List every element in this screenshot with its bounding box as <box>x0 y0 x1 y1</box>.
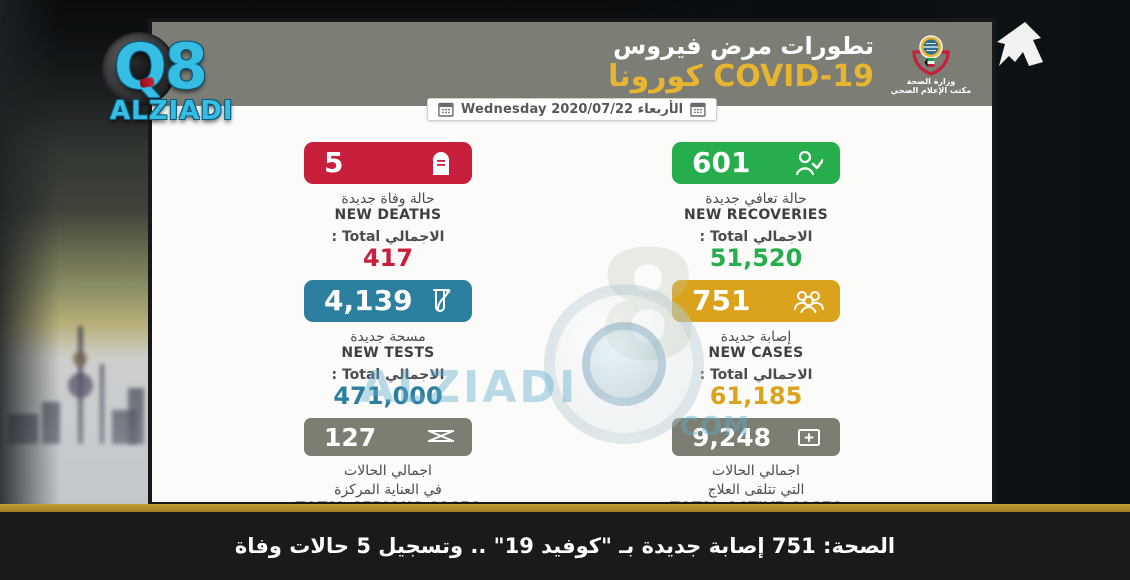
new-tests-label-en: NEW TESTS <box>341 345 435 362</box>
new-recoveries-total-value: 51,520 <box>709 243 803 272</box>
channel-logo: Q8 ALZIADI <box>96 26 246 134</box>
ministry-of-health-emblem: وزارة الصحة مكتب الإعلام الصحي <box>888 34 974 95</box>
new-cases-total-label: الاجمالي Total : <box>699 366 813 383</box>
stat-total-serious-cases: 127 اجمالي الحالات في العناية المركزة TO… <box>218 418 558 502</box>
new-deaths-label-ar: حالة وفاة جديدة <box>341 191 435 207</box>
total-serious-label-ar-2: في العناية المركزة <box>334 482 442 499</box>
new-tests-total-value: 471,000 <box>333 381 443 410</box>
header-title-corona-ar: كورونا <box>608 59 703 95</box>
news-ticker: الصحة: 751 إصابة جديدة بـ "كوفيد 19" .. … <box>0 512 1130 580</box>
hospital-building-icon <box>794 427 824 447</box>
stat-new-recoveries: 601 حالة تعافي جديدة NEW RECOVERIES الاج… <box>586 142 926 280</box>
people-group-icon <box>794 289 824 314</box>
new-deaths-value: 5 <box>324 146 344 179</box>
new-cases-value: 751 <box>692 284 751 318</box>
header-title-arabic: تطورات مرض فيروس <box>613 31 874 60</box>
new-recoveries-label-ar: حالة تعافي جديدة <box>705 191 807 207</box>
header-titles: تطورات مرض فيروس COVID-19 كورونا <box>608 31 888 93</box>
new-deaths-pill: 5 <box>304 142 472 184</box>
emblem-line-1: وزارة الصحة <box>906 76 956 86</box>
total-serious-label-ar-1: اجمالي الحالات <box>344 463 432 480</box>
total-active-value: 9,248 <box>692 422 772 452</box>
calendar-icon <box>438 102 454 117</box>
header-title-covid: COVID-19 كورونا <box>608 60 874 93</box>
new-recoveries-value: 601 <box>692 146 751 179</box>
stat-total-active-cases: 9,248 اجمالي الحالات التي تتلقى العلاج T… <box>586 418 926 502</box>
calendar-icon <box>690 102 706 117</box>
total-active-label-ar-1: اجمالي الحالات <box>712 463 800 480</box>
stat-new-cases: 751 إصابة جديدة NEW CASES الا <box>586 280 926 418</box>
new-recoveries-label-en: NEW RECOVERIES <box>684 207 828 223</box>
total-active-label-ar-2: التي تتلقى العلاج <box>707 482 805 499</box>
arrow-graphic-icon <box>997 22 1043 66</box>
total-serious-pill: 127 <box>304 418 472 457</box>
stats-grid: 5 حالة وفاة جديدة NEW DEATHS الاجمالي To… <box>152 106 992 502</box>
total-serious-value: 127 <box>324 422 377 452</box>
test-tube-swab-icon <box>426 288 456 314</box>
total-serious-label-en: TOTAL SERIOUS CASES <box>218 500 558 502</box>
logo-alziadi-text: ALZIADI <box>110 96 234 126</box>
new-deaths-label-en: NEW DEATHS <box>334 207 442 223</box>
person-check-icon <box>794 150 824 176</box>
hospital-bed-icon <box>426 427 456 447</box>
new-tests-value: 4,139 <box>324 284 413 318</box>
covid-stats-card: تطورات مرض فيروس COVID-19 كورونا <box>148 18 996 506</box>
news-ticker-text: الصحة: 751 إصابة جديدة بـ "كوفيد 19" .. … <box>234 534 896 558</box>
camera-lens-icon <box>102 32 176 106</box>
total-active-label-en: TOTAL ACTIVE CASES <box>586 500 926 502</box>
total-active-pill: 9,248 <box>672 418 840 457</box>
header-title-covid-en: COVID-19 <box>713 59 874 95</box>
stat-new-tests: 4,139 مسحة جديدة NEW TESTS الاجمالي Tota… <box>218 280 558 418</box>
new-cases-label-en: NEW CASES <box>708 345 804 362</box>
tombstone-icon <box>426 150 456 176</box>
new-cases-total-value: 61,185 <box>709 381 803 410</box>
emblem-line-2: مكتب الإعلام الصحي <box>890 85 972 95</box>
kuwait-moh-emblem-icon <box>912 34 950 76</box>
gold-separator-bar <box>0 504 1130 512</box>
new-tests-label-ar: مسحة جديدة <box>350 329 426 346</box>
stat-new-deaths: 5 حالة وفاة جديدة NEW DEATHS الاجمالي To… <box>218 142 558 280</box>
new-cases-pill: 751 <box>672 280 840 323</box>
new-deaths-total-label: الاجمالي Total : <box>331 228 445 245</box>
new-recoveries-total-label: الاجمالي Total : <box>699 228 813 245</box>
background-left-vignette <box>0 0 60 580</box>
date-text: الأربعاء 2020/07/22 Wednesday <box>460 101 684 117</box>
new-tests-total-label: الاجمالي Total : <box>331 366 445 383</box>
new-recoveries-pill: 601 <box>672 142 840 184</box>
date-bar: الأربعاء 2020/07/22 Wednesday <box>426 98 718 121</box>
new-cases-label-ar: إصابة جديدة <box>720 329 792 346</box>
card-header: تطورات مرض فيروس COVID-19 كورونا <box>152 22 992 106</box>
new-tests-pill: 4,139 <box>304 280 472 323</box>
logo-q8-text: Q8 <box>114 30 208 103</box>
new-deaths-total-value: 417 <box>362 243 414 272</box>
